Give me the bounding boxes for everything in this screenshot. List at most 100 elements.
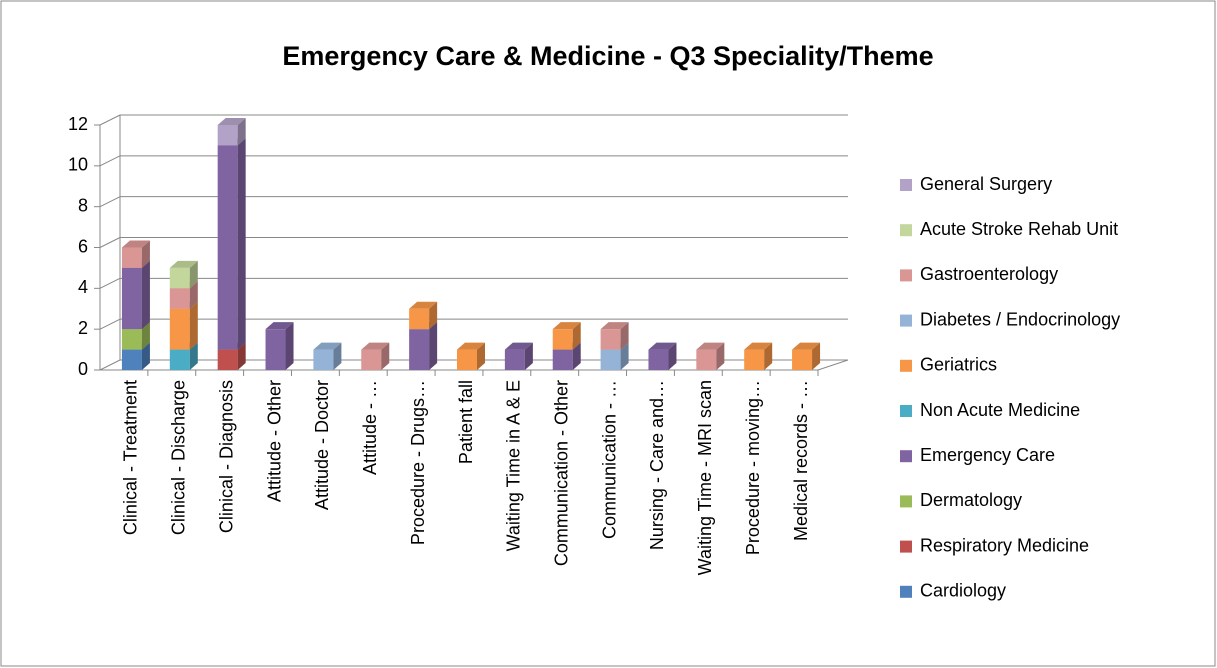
legend-swatch	[900, 540, 912, 553]
bar	[792, 349, 813, 370]
bar	[217, 145, 238, 350]
bar-top	[648, 342, 677, 350]
bar-segment	[121, 240, 150, 268]
bar-top	[504, 342, 533, 350]
x-tick-label: Procedure - Drugs…	[408, 380, 428, 545]
legend-label: Geriatrics	[920, 355, 997, 375]
bar-top	[792, 342, 821, 350]
bar	[121, 349, 142, 370]
bar	[169, 308, 190, 350]
bar-side	[237, 118, 246, 146]
bar-segment	[409, 322, 438, 370]
bar-side	[141, 342, 150, 370]
bar-side	[429, 322, 438, 370]
bar-segment	[169, 260, 198, 289]
bar-segment	[361, 342, 390, 370]
bar	[169, 267, 190, 289]
bar-segment	[169, 301, 198, 350]
bar-side	[285, 322, 294, 370]
bar	[121, 329, 142, 350]
legend-label: Diabetes / Endocrinology	[920, 309, 1120, 329]
grid-side	[99, 237, 121, 248]
bar-top	[552, 322, 581, 330]
legend-swatch	[900, 359, 912, 372]
y-tick-label: 2	[78, 318, 88, 338]
chart-title: Emergency Care & Medicine - Q3 Specialit…	[282, 41, 933, 71]
bar-side	[141, 260, 150, 330]
x-tick-label: Waiting Time - MRI scan	[695, 380, 715, 575]
bar	[217, 125, 238, 146]
bar-top	[744, 342, 773, 350]
x-tick-label: Clinical - Treatment	[121, 380, 141, 535]
bar-segment	[552, 322, 581, 350]
legend-swatch	[900, 405, 912, 417]
bar	[121, 247, 142, 268]
legend-swatch	[900, 495, 912, 508]
legend-swatch	[900, 224, 912, 237]
x-tick-label: Attitude - Doctor	[312, 380, 332, 510]
bar-segment	[744, 342, 773, 370]
bar-side	[812, 342, 821, 370]
grid-side	[99, 155, 121, 167]
bar-side	[237, 342, 246, 370]
bar-top	[265, 322, 294, 330]
bar-segment	[600, 322, 629, 350]
x-tick-label: Procedure - moving…	[743, 380, 763, 555]
bar-segment	[648, 342, 677, 370]
legend-swatch	[900, 314, 912, 327]
bar-side	[764, 342, 773, 370]
bar-top	[600, 322, 629, 330]
bar	[504, 349, 525, 370]
x-tick-label: Attitude - Other	[264, 380, 284, 502]
bar	[600, 349, 621, 370]
legend-swatch	[900, 450, 912, 463]
bar	[744, 349, 765, 370]
bar-segment	[217, 118, 246, 146]
legend-swatch	[900, 179, 912, 191]
bar-side	[141, 322, 150, 350]
legend-label: General Surgery	[920, 174, 1052, 194]
legend-swatch	[900, 585, 912, 598]
bar	[457, 349, 477, 370]
y-tick-label: 12	[68, 114, 88, 134]
legend-label: Emergency Care	[920, 445, 1055, 465]
x-tick-label: Patient fall	[456, 380, 476, 464]
bar	[409, 329, 430, 370]
legend-swatch	[900, 269, 912, 282]
bar-side	[429, 301, 438, 330]
bar-side	[524, 342, 533, 370]
bar-side	[620, 322, 629, 350]
bar	[121, 267, 142, 330]
legend-label: Gastroenterology	[920, 264, 1058, 284]
bar	[409, 308, 430, 330]
x-tick-label: Attitude - …	[360, 380, 380, 475]
bar	[552, 349, 573, 370]
bar-segment	[457, 342, 485, 370]
grid-side	[99, 196, 121, 208]
legend-label: Cardiology	[920, 581, 1006, 601]
grid-side	[99, 359, 121, 371]
grid-side	[99, 318, 121, 330]
grid-side	[99, 114, 121, 126]
bar-side	[189, 342, 198, 370]
bar	[265, 329, 286, 370]
y-tick-label: 6	[78, 236, 88, 256]
bar-segment	[792, 342, 821, 370]
bar	[313, 349, 334, 370]
grid-side	[99, 277, 121, 289]
bar-segment	[313, 342, 342, 370]
bar-side	[572, 322, 581, 350]
y-tick-label: 8	[78, 195, 88, 215]
bar-side	[333, 342, 342, 370]
x-tick-label: Communication - Other	[551, 380, 571, 566]
bar	[600, 329, 621, 350]
bar	[696, 349, 717, 370]
y-tick-label: 0	[78, 359, 88, 379]
bar-top	[121, 240, 150, 248]
bar-side	[620, 342, 629, 370]
bar-side	[141, 240, 150, 268]
legend-label: Respiratory Medicine	[920, 535, 1089, 555]
bar-side	[716, 342, 725, 370]
x-tick-label: Medical records - …	[791, 380, 811, 541]
